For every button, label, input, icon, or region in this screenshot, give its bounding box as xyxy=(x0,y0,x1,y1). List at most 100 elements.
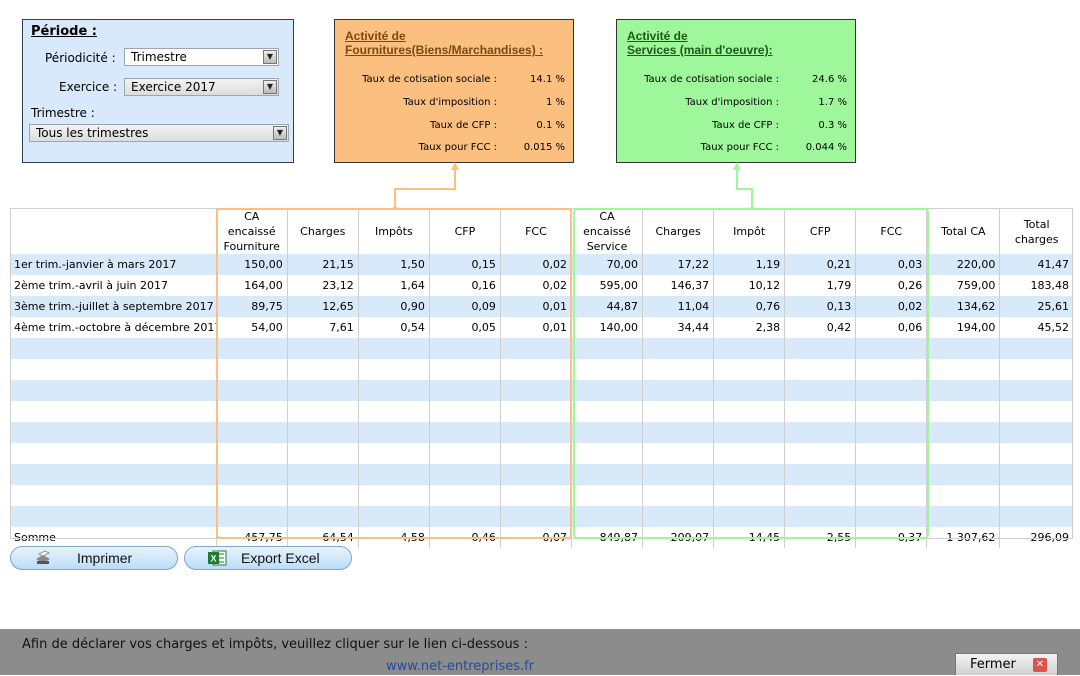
table-cell xyxy=(642,338,714,359)
chevron-down-icon: ▼ xyxy=(263,50,277,64)
fournitures-rates-box: Activité de Fournitures(Biens/Marchandis… xyxy=(334,19,574,163)
table-cell: 209,07 xyxy=(642,527,714,548)
close-label: Fermer xyxy=(970,657,1016,672)
table-row-empty xyxy=(10,401,1073,422)
table-cell xyxy=(215,401,288,422)
table-cell: 0,16 xyxy=(428,275,501,296)
table-cell xyxy=(713,338,785,359)
table-row[interactable]: 2ème trim.-avril à juin 2017 164,00 23,12 1… xyxy=(10,275,1073,296)
table-cell xyxy=(713,506,785,527)
table-cell: 7,61 xyxy=(286,317,359,338)
table-cell: 1,79 xyxy=(784,275,856,296)
table-cell xyxy=(999,485,1073,506)
table-cell xyxy=(713,380,785,401)
rate-value: 0.1 % xyxy=(536,120,565,131)
periodicite-value: Trimestre xyxy=(131,50,187,64)
services-rates-box: Activité de Services (main d'oeuvre): Ta… xyxy=(616,19,856,163)
table-cell: 0,05 xyxy=(428,317,501,338)
table-cell xyxy=(926,485,1000,506)
table-cell xyxy=(428,380,501,401)
table-cell: 140,00 xyxy=(570,317,643,338)
table-cell xyxy=(499,464,572,485)
table-cell xyxy=(999,443,1073,464)
table-cell xyxy=(286,338,359,359)
exercice-value: Exercice 2017 xyxy=(131,80,216,94)
print-label: Imprimer xyxy=(77,550,133,566)
rate-label: Taux de CFP : xyxy=(711,120,779,131)
table-cell xyxy=(642,485,714,506)
table-cell xyxy=(642,380,714,401)
table-cell xyxy=(784,380,856,401)
table-cell: 150,00 xyxy=(215,254,288,275)
row-label-cell: Somme xyxy=(10,527,217,548)
rate-label: Taux de CFP : xyxy=(429,120,497,131)
exercice-label: Exercice : xyxy=(59,80,118,94)
row-label-cell xyxy=(10,422,217,443)
table-cell: Charges xyxy=(642,209,714,254)
chevron-down-icon: ▼ xyxy=(263,80,277,94)
periodicite-select[interactable]: Trimestre ▼ xyxy=(124,48,279,66)
table-cell xyxy=(499,401,572,422)
table-cell: 10,12 xyxy=(713,275,785,296)
table-cell xyxy=(286,380,359,401)
table-cell: 89,75 xyxy=(215,296,288,317)
trimestre-select[interactable]: Tous les trimestres ▼ xyxy=(29,124,289,142)
table-row[interactable]: 4ème trim.-octobre à décembre 2017 54,00 7… xyxy=(10,317,1073,338)
services-title: Activité de Services (main d'oeuvre): xyxy=(627,29,773,57)
table-row[interactable]: 3ème trim.-juillet à septembre 2017 89,75… xyxy=(10,296,1073,317)
table-cell xyxy=(713,422,785,443)
table-cell: CA encaissé Fourniture xyxy=(215,209,288,254)
rate-label: Taux pour FCC : xyxy=(418,142,497,153)
table-cell: FCC xyxy=(855,209,927,254)
table-cell xyxy=(926,359,1000,380)
table-cell: 194,00 xyxy=(926,317,1000,338)
table-header-row: CA encaissé Fourniture Charges Impôts CFP FC… xyxy=(10,209,1073,254)
footer-text: Afin de déclarer vos charges et impôts, … xyxy=(22,637,528,652)
table-cell: 1,64 xyxy=(357,275,430,296)
table-cell: 0,76 xyxy=(713,296,785,317)
table-cell xyxy=(784,401,856,422)
table-cell: 0,03 xyxy=(855,254,927,275)
table-row[interactable]: 1er trim.-janvier à mars 2017 150,00 21,15… xyxy=(10,254,1073,275)
printer-icon xyxy=(36,550,50,564)
rate-label: Taux d'imposition : xyxy=(685,97,779,108)
close-button[interactable]: Fermer ✕ xyxy=(955,653,1058,675)
services-title-line1: Activité de xyxy=(627,29,688,43)
table-cell: 759,00 xyxy=(926,275,1000,296)
table-cell xyxy=(499,485,572,506)
table-cell: FCC xyxy=(499,209,572,254)
row-label-cell xyxy=(10,485,217,506)
rate-value: 0.044 % xyxy=(805,142,847,153)
row-label-cell: 4ème trim.-octobre à décembre 2017 xyxy=(10,317,217,338)
table-cell xyxy=(570,485,643,506)
table-cell xyxy=(784,506,856,527)
net-entreprises-link[interactable]: www.net-entreprises.fr xyxy=(386,659,535,674)
table-cell: 220,00 xyxy=(926,254,1000,275)
table-cell xyxy=(570,443,643,464)
table-cell: 595,00 xyxy=(570,275,643,296)
table-cell: 1 307,62 xyxy=(926,527,1000,548)
periodicite-label: Périodicité : xyxy=(45,51,116,65)
table-cell xyxy=(999,422,1073,443)
table-cell xyxy=(215,359,288,380)
periode-title: Période : xyxy=(31,24,97,39)
table-cell: 134,62 xyxy=(926,296,1000,317)
table-cell xyxy=(357,422,430,443)
table-cell: 44,87 xyxy=(570,296,643,317)
table-cell: 25,61 xyxy=(999,296,1073,317)
rate-label: Taux de cotisation sociale : xyxy=(362,74,497,85)
table-cell: 41,47 xyxy=(999,254,1073,275)
export-excel-button[interactable]: X Export Excel xyxy=(184,546,352,570)
table-cell xyxy=(999,338,1073,359)
table-cell: 11,04 xyxy=(642,296,714,317)
table-cell xyxy=(855,380,927,401)
row-label-cell xyxy=(10,464,217,485)
table-cell xyxy=(570,359,643,380)
table-sum-row: Somme 457,75 64,54 4,58 0,46 0,07 849,87 209,07… xyxy=(10,527,1073,548)
table-cell xyxy=(428,338,501,359)
table-cell: 0,46 xyxy=(428,527,501,548)
print-button[interactable]: Imprimer xyxy=(10,546,178,570)
table-cell xyxy=(999,359,1073,380)
table-cell xyxy=(286,359,359,380)
exercice-select[interactable]: Exercice 2017 ▼ xyxy=(124,78,279,96)
